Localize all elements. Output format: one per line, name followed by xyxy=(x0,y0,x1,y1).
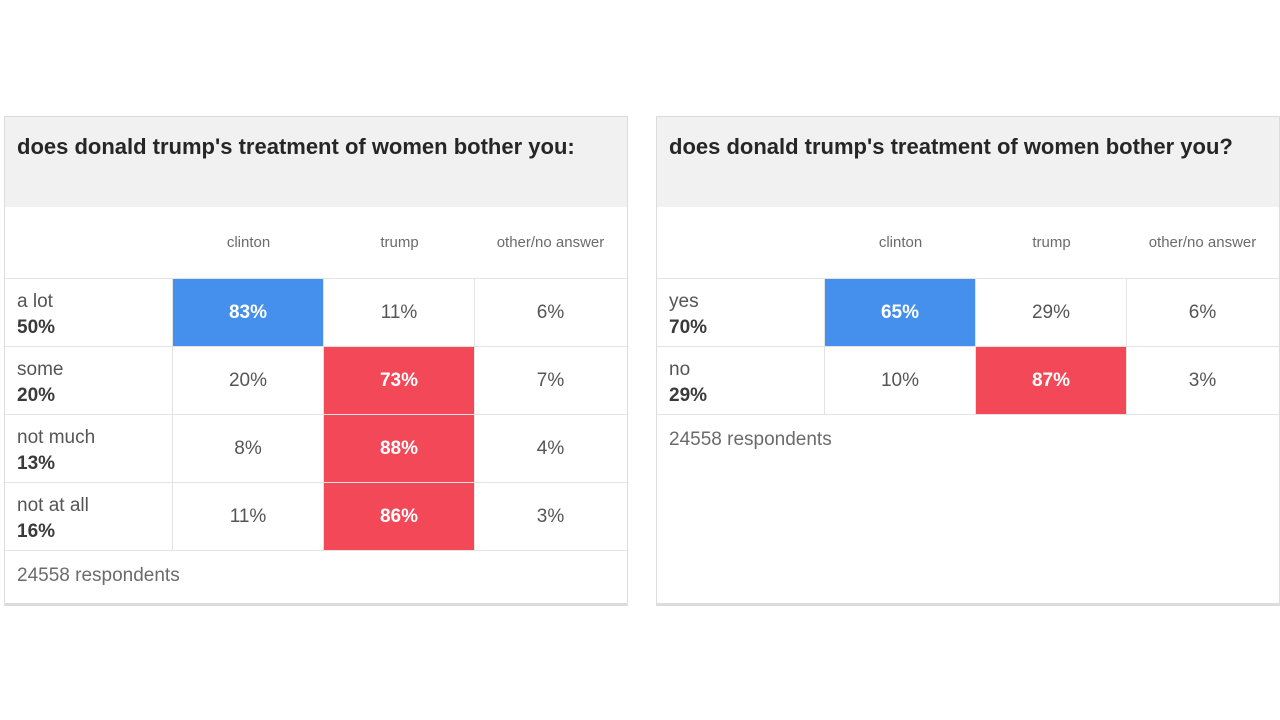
header-blank xyxy=(657,207,825,278)
row-share: 70% xyxy=(669,317,708,338)
value-cell-other: 6% xyxy=(1188,301,1217,323)
row-label-text: no xyxy=(669,359,691,380)
value-cell-clinton: 65% xyxy=(825,279,976,346)
row-label: not at all 16% xyxy=(5,483,173,550)
respondents-count: 24558 respondents xyxy=(17,565,180,586)
row-label-text: yes xyxy=(669,291,699,312)
value-cell-other: 3% xyxy=(1188,369,1217,391)
row-share: 50% xyxy=(17,317,56,338)
row-label: a lot 50% xyxy=(5,279,173,346)
value-cell-clinton: 20% xyxy=(173,347,324,414)
table-body: a lot 50% 83% 11% 6% some 20% 20% 73% 7% not much 1… xyxy=(5,279,627,551)
column-header-clinton: clinton xyxy=(878,233,923,251)
row-label: not much 13% xyxy=(5,415,173,482)
value-cell-trump: 29% xyxy=(976,279,1127,346)
table-row: no 29% 10% 87% 3% xyxy=(657,347,1279,415)
value-cell-clinton: 11% xyxy=(173,483,324,550)
value-cell-clinton: 83% xyxy=(173,279,324,346)
row-label: no 29% xyxy=(657,347,825,414)
column-header-other: other/no answer xyxy=(1148,233,1257,251)
column-header-other: other/no answer xyxy=(496,233,605,251)
header-blank xyxy=(5,207,173,278)
table-body: yes 70% 65% 29% 6% no 29% 10% 87% 3% xyxy=(657,279,1279,415)
value-cell-other: 6% xyxy=(536,301,565,323)
table-row: a lot 50% 83% 11% 6% xyxy=(5,279,627,347)
row-share: 29% xyxy=(669,385,708,406)
table-row: some 20% 20% 73% 7% xyxy=(5,347,627,415)
value-cell-trump: 11% xyxy=(324,279,475,346)
value-cell-other: 4% xyxy=(536,437,565,459)
row-label-text: not much xyxy=(17,427,96,448)
table-title: does donald trump's treatment of women b… xyxy=(5,117,627,207)
table-row: not at all 16% 11% 86% 3% xyxy=(5,483,627,551)
poll-table-right: does donald trump's treatment of women b… xyxy=(656,116,1280,606)
value-cell-trump: 88% xyxy=(324,415,475,482)
row-label: some 20% xyxy=(5,347,173,414)
value-cell-trump: 86% xyxy=(324,483,475,550)
column-header-trump: trump xyxy=(380,233,419,251)
table-title: does donald trump's treatment of women b… xyxy=(657,117,1279,207)
column-header-row: clinton trump other/no answer xyxy=(657,207,1279,279)
column-header-clinton: clinton xyxy=(226,233,271,251)
table-row: yes 70% 65% 29% 6% xyxy=(657,279,1279,347)
column-header-row: clinton trump other/no answer xyxy=(5,207,627,279)
row-share: 16% xyxy=(17,521,56,542)
row-label-text: some xyxy=(17,359,64,380)
value-cell-clinton: 10% xyxy=(825,347,976,414)
column-header-trump: trump xyxy=(1032,233,1071,251)
respondents-count: 24558 respondents xyxy=(669,429,832,450)
value-cell-clinton: 8% xyxy=(173,415,324,482)
row-share: 13% xyxy=(17,453,56,474)
value-cell-other: 3% xyxy=(536,505,565,527)
poll-table-left: does donald trump's treatment of women b… xyxy=(4,116,628,606)
value-cell-trump: 73% xyxy=(324,347,475,414)
row-share: 20% xyxy=(17,385,56,406)
table-row: not much 13% 8% 88% 4% xyxy=(5,415,627,483)
row-label: yes 70% xyxy=(657,279,825,346)
value-cell-other: 7% xyxy=(536,369,565,391)
value-cell-trump: 87% xyxy=(976,347,1127,414)
row-label-text: a lot xyxy=(17,291,53,312)
row-label-text: not at all xyxy=(17,495,89,516)
